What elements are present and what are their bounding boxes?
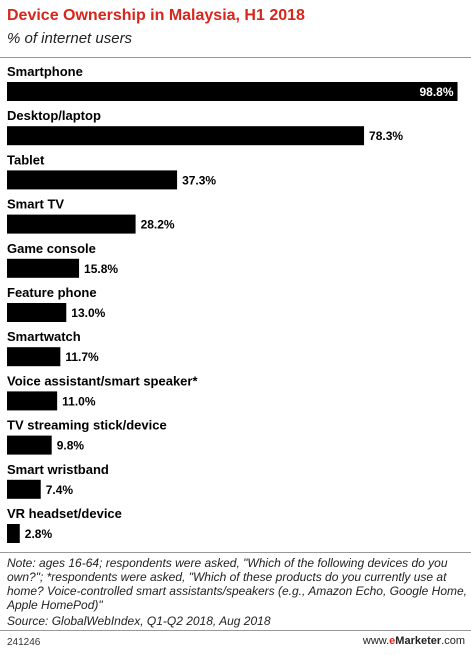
- value-label: 15.8%: [84, 262, 118, 276]
- bar: [7, 214, 136, 234]
- bar: [7, 524, 20, 543]
- category-label: Smartwatch: [7, 329, 81, 344]
- bar: [7, 170, 178, 190]
- value-label: 13.0%: [71, 306, 105, 320]
- value-label: 7.4%: [46, 483, 74, 497]
- emarketer-logo[interactable]: www.eMarketer.com: [363, 635, 465, 647]
- chart-note: Note: ages 16-64; respondents were asked…: [7, 556, 467, 612]
- value-label: 2.8%: [25, 527, 53, 541]
- category-label: Tablet: [7, 152, 45, 167]
- bar: [7, 479, 41, 499]
- value-label: 11.7%: [65, 350, 99, 364]
- bar: [7, 82, 458, 101]
- category-label: Game console: [7, 241, 96, 256]
- chart-id: 241246: [7, 637, 41, 648]
- note-divider: [0, 552, 471, 553]
- category-label: Feature phone: [7, 285, 97, 300]
- bar: [7, 258, 80, 278]
- brand-e: e: [389, 635, 396, 647]
- value-label: 78.3%: [369, 129, 403, 143]
- chart-source: Source: GlobalWebIndex, Q1-Q2 2018, Aug …: [7, 614, 271, 628]
- top-divider: [0, 57, 471, 58]
- bar: [7, 303, 67, 322]
- category-label: VR headset/device: [7, 506, 122, 521]
- brand-name: Marketer: [395, 635, 442, 647]
- bar: [7, 391, 58, 411]
- value-label: 9.8%: [57, 439, 85, 453]
- category-label: Voice assistant/smart speaker*: [7, 373, 198, 388]
- brand-prefix: www.: [362, 635, 390, 647]
- value-label: 98.8%: [419, 85, 453, 99]
- category-label: Desktop/laptop: [7, 108, 101, 123]
- brand-suffix: .com: [441, 635, 465, 647]
- value-label: 11.0%: [62, 394, 96, 408]
- bar: [7, 126, 365, 146]
- value-label: 28.2%: [141, 218, 175, 232]
- chart-subtitle: % of internet users: [7, 30, 133, 47]
- chart-title: Device Ownership in Malaysia, H1 2018: [7, 7, 305, 24]
- bar: [7, 347, 61, 367]
- bar: [7, 435, 52, 455]
- category-label: Smart TV: [7, 197, 64, 212]
- category-label: Smart wristband: [7, 462, 109, 477]
- value-label: 37.3%: [182, 173, 216, 187]
- bar-chart: Smartphone 98.8% Desktop/laptop 78.3% Tablet…: [7, 64, 458, 543]
- category-label: TV streaming stick/device: [7, 418, 167, 433]
- footer-divider: [0, 630, 471, 631]
- category-label: Smartphone: [7, 64, 83, 79]
